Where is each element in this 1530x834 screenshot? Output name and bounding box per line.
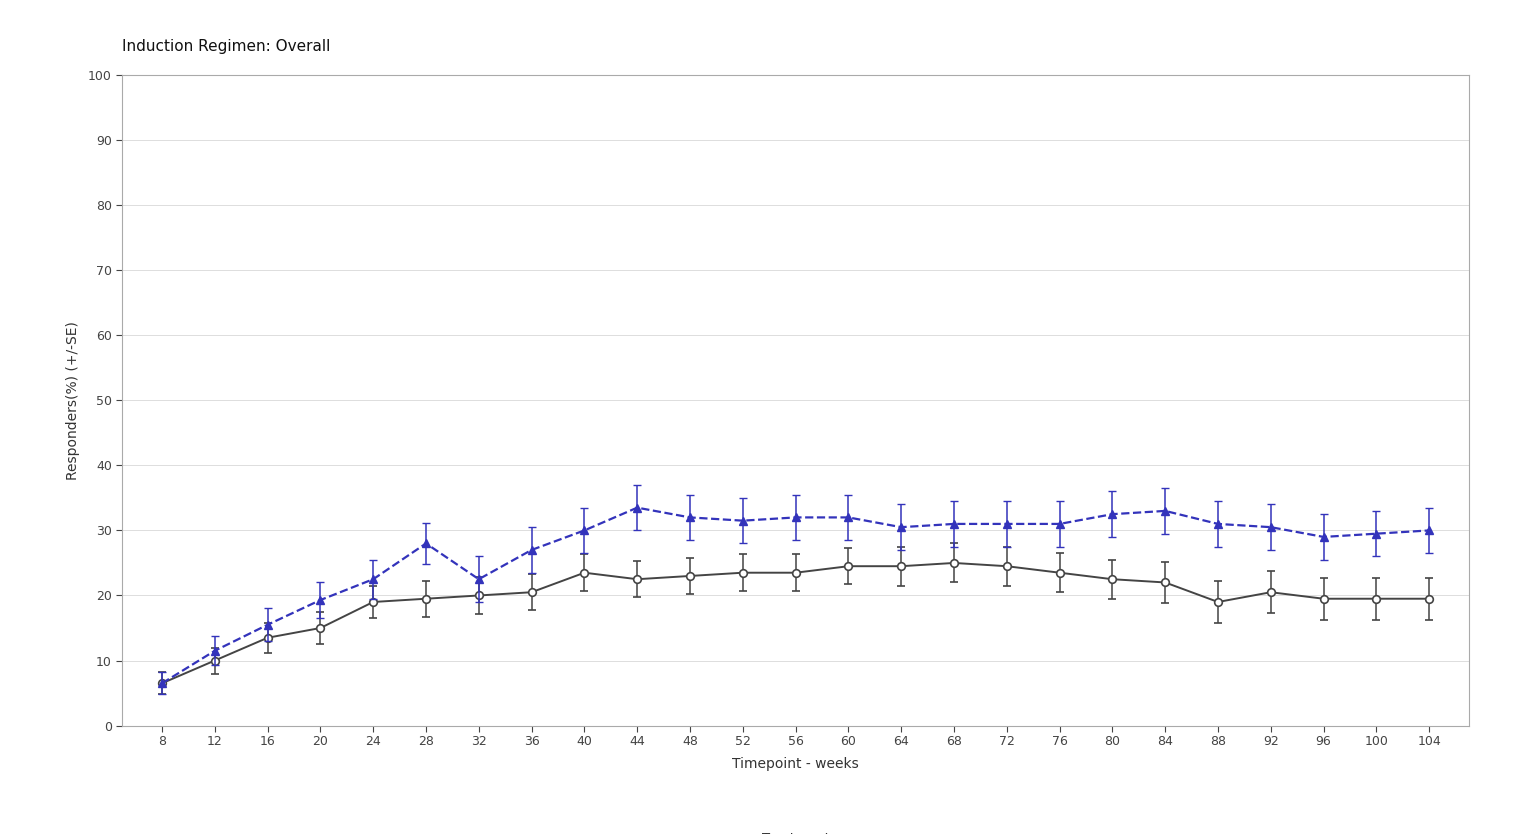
Text: Induction Regimen: Overall: Induction Regimen: Overall [122, 39, 330, 54]
Y-axis label: Responders(%) (+/-SE): Responders(%) (+/-SE) [66, 321, 80, 480]
Legend: Placebo (N=223), Belimumab 10 mg/kg (N=223): Placebo (N=223), Belimumab 10 mg/kg (N=2… [580, 826, 1011, 834]
X-axis label: Timepoint - weeks: Timepoint - weeks [733, 756, 858, 771]
